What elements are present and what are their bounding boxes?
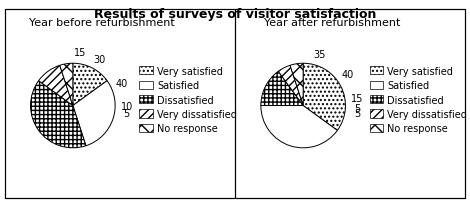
- Wedge shape: [303, 64, 345, 131]
- Text: 5: 5: [354, 103, 360, 113]
- Text: 5: 5: [354, 108, 360, 118]
- Text: 5: 5: [124, 108, 130, 118]
- Legend: Very satisfied, Satisfied, Dissatisfied, Very dissatisfied, No response: Very satisfied, Satisfied, Dissatisfied,…: [136, 64, 240, 136]
- Legend: Very satisfied, Satisfied, Dissatisfied, Very dissatisfied, No response: Very satisfied, Satisfied, Dissatisfied,…: [367, 64, 470, 136]
- Wedge shape: [278, 66, 303, 106]
- Wedge shape: [60, 64, 73, 106]
- Wedge shape: [261, 106, 337, 148]
- Text: 30: 30: [94, 54, 106, 64]
- Text: 15: 15: [74, 48, 86, 58]
- Text: 40: 40: [341, 70, 353, 80]
- Text: 15: 15: [351, 94, 363, 104]
- Wedge shape: [261, 72, 303, 106]
- Text: 35: 35: [313, 50, 326, 60]
- Text: 40: 40: [116, 78, 128, 88]
- Text: Results of surveys of visitor satisfaction: Results of surveys of visitor satisfacti…: [94, 8, 376, 21]
- Text: 10: 10: [121, 101, 133, 111]
- Wedge shape: [73, 81, 115, 146]
- Text: Year after refurbishment: Year after refurbishment: [264, 18, 400, 28]
- Wedge shape: [39, 66, 73, 106]
- Wedge shape: [290, 64, 303, 106]
- Text: Year before refurbishment: Year before refurbishment: [29, 18, 174, 28]
- Wedge shape: [31, 81, 86, 148]
- Wedge shape: [73, 64, 107, 106]
